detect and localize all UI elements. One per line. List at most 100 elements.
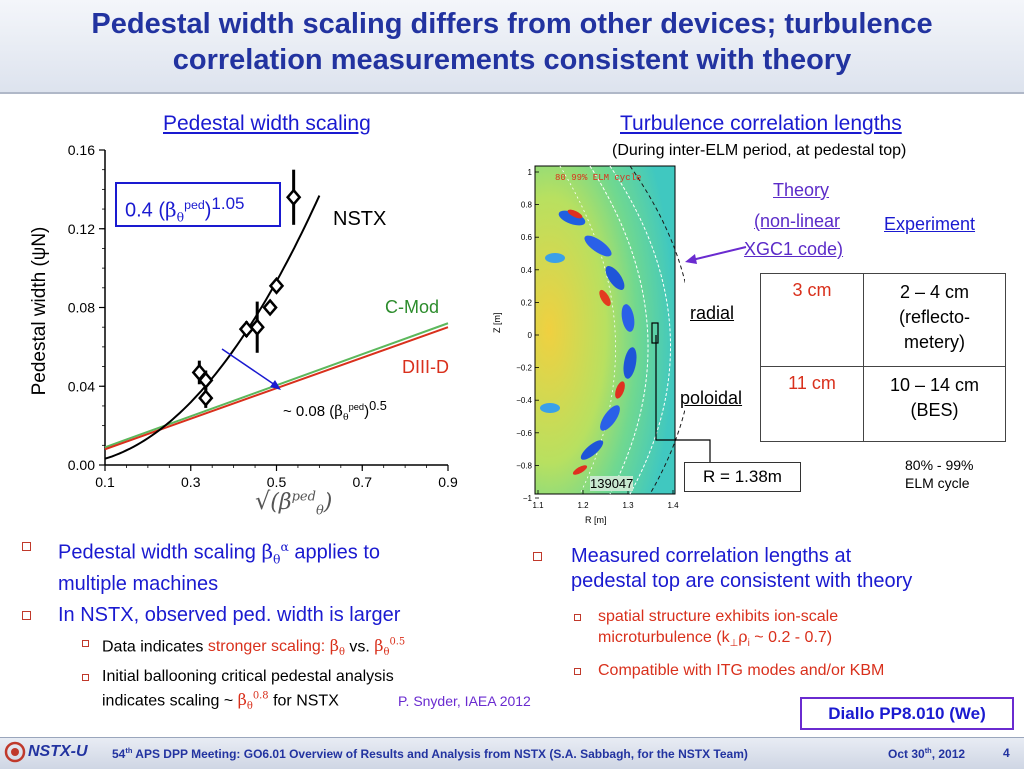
theory-header-l1: Theory: [773, 180, 830, 200]
footer-date: Oct 30th, 2012: [888, 746, 966, 761]
shot-number: 139047: [590, 476, 634, 491]
turbulence-blob: [572, 465, 588, 475]
turbulence-heading: Turbulence correlation lengths: [620, 112, 902, 135]
turbulence-blobs: [540, 209, 637, 475]
contour-x-tick-label: 1.2: [577, 501, 589, 510]
correlation-contour-plot: 80 99% ELM cycle Z [m] R [m] 1 0.8 0.6 0.4 0…: [492, 165, 685, 525]
right-bullets: Measured correlation lengths at pedestal…: [533, 544, 1013, 594]
turbulence-blob: [623, 347, 637, 379]
right-subbullets: spatial structure exhibits ion-scale mic…: [574, 607, 1014, 681]
contour-x-tick-label: 1.3: [622, 501, 634, 510]
theory-arrow: [685, 246, 747, 264]
contour-x-tick-label: 1.4: [667, 501, 679, 510]
contour-y-tick-label: 1: [528, 168, 533, 177]
citation: P. Snyder, IAEA 2012: [398, 693, 531, 709]
y-tick-label: 0.16: [68, 142, 95, 158]
table-row: 11 cm 10 – 14 cm (BES): [760, 366, 1006, 442]
y-tick-label: 0.04: [68, 378, 95, 394]
contour-x-tick-label: 1.1: [532, 501, 544, 510]
contour-y-tick-label: 0.4: [521, 266, 533, 275]
contour-y-tick-label: −0.6: [516, 429, 532, 438]
contour-y-tick-label: 0.6: [521, 233, 533, 242]
left-subbullets: Data indicates stronger scaling: βθ vs. …: [82, 633, 482, 717]
turbulence-blob: [621, 304, 635, 332]
separatrix-arc: [609, 165, 671, 495]
contour-y-ticks: 1 0.8 0.6 0.4 0.2 0 −0.2 −0.4 −0.6 −0.8 −1: [516, 168, 539, 503]
row-label-poloidal: poloidal: [680, 388, 743, 408]
turbulence-blob: [558, 210, 586, 226]
bes-marker: [651, 322, 659, 344]
correlation-table: 3 cm 2 – 4 cm (reflecto- metery) 11 cm 1…: [760, 273, 1006, 442]
theory-poloidal: 11 cm: [760, 366, 864, 442]
table-row: 3 cm 2 – 4 cm (reflecto- metery): [760, 273, 1006, 367]
fit-formula-box: 0.4 (βθped)1.05: [115, 182, 281, 227]
title-bar: [0, 0, 1024, 94]
list-item: Initial ballooning critical pedestal ana…: [82, 667, 482, 718]
turbulence-blob: [584, 235, 612, 257]
contour-y-tick-label: 0: [528, 331, 533, 340]
elm-annotation: 80 99% ELM cycle: [555, 173, 641, 183]
contour-y-tick-label: −0.2: [516, 364, 532, 373]
fit-arrow-head: [270, 380, 281, 390]
y-tick-label: 0.08: [68, 300, 95, 316]
elm-cycle-note: 80% - 99% ELM cycle: [905, 457, 974, 491]
contour-ylabel: Z [m]: [492, 313, 502, 334]
r-connector: [655, 335, 711, 462]
list-item: spatial structure exhibits ion-scale mic…: [574, 607, 1014, 654]
nstx-logo-icon: [4, 741, 26, 763]
theory-header-l3: XGC1 code): [744, 239, 844, 259]
list-item: Compatible with ITG modes and/or KBM: [574, 661, 1014, 681]
nstx-curve-label: NSTX: [333, 208, 387, 230]
data-point: [268, 276, 285, 295]
contour-y-tick-label: −1: [523, 494, 533, 503]
slide-title-line1: Pedestal width scaling differs from othe…: [91, 8, 933, 40]
turbulence-blob: [605, 266, 625, 290]
list-item: In NSTX, observed ped. width is larger: [22, 603, 492, 628]
data-point: [198, 389, 214, 407]
turbulence-blob: [545, 253, 565, 263]
fit-arrow: [221, 348, 276, 386]
nstx-fit-curve: [104, 195, 321, 460]
x-tick-label: 0.3: [181, 474, 201, 490]
slide-title-line2: correlation measurements consistent with…: [172, 44, 852, 76]
theory-header-l2: (non-linear: [754, 211, 841, 231]
list-item: Data indicates stronger scaling: βθ vs. …: [82, 633, 482, 664]
turbulence-subheading: (During inter-ELM period, at pedestal to…: [612, 142, 907, 159]
list-item: Pedestal width scaling βθα applies to mu…: [22, 534, 492, 597]
diiid-line-label: DIII-D: [402, 357, 449, 377]
x-tick-label: 0.9: [438, 474, 458, 490]
data-point: [249, 318, 265, 337]
cmod-line-label: C-Mod: [385, 297, 440, 317]
theory-radial: 3 cm: [760, 273, 864, 367]
data-point: [262, 298, 278, 317]
chart-ylabel: Pedestal width (ψN): [29, 226, 50, 396]
data-points: [191, 169, 302, 408]
turbulence-blob: [615, 381, 625, 399]
footer-text: 54th APS DPP Meeting: GO6.01 Overview of…: [112, 746, 748, 761]
contour-y-tick-label: 0.2: [521, 298, 533, 307]
experiment-radial: 2 – 4 cm (reflecto- metery): [863, 273, 1006, 367]
left-bullets: Pedestal width scaling βθα applies to mu…: [22, 534, 492, 628]
list-item: Measured correlation lengths at pedestal…: [533, 544, 1013, 594]
experiment-header: Experiment: [884, 214, 976, 234]
turbulence-blob: [599, 289, 611, 307]
pedestal-width-chart: 0.00 0.04 0.08 0.12 0.16 0.1 0.3 0.5 0.7 0.9: [68, 142, 458, 490]
footer-page: 4: [1003, 746, 1010, 760]
x-tick-label: 0.1: [95, 474, 115, 490]
pedestal-scaling-heading: Pedestal width scaling: [163, 112, 371, 135]
contour-y-tick-label: 0.8: [521, 201, 533, 210]
row-label-radial: radial: [690, 303, 735, 323]
poster-reference: Diallo PP8.010 (We): [800, 697, 1014, 730]
turbulence-blob: [540, 403, 560, 413]
y-tick-label: 0.12: [68, 221, 95, 237]
contour-xlabel: R [m]: [585, 515, 607, 525]
scaling-note: ~ 0.08 (βθped)0.5: [283, 398, 387, 423]
data-point: [198, 371, 214, 390]
outer-field-arc: [629, 165, 685, 495]
footer-logo: NSTX-U: [28, 743, 88, 760]
contour-x-ticks: 1.1 1.2 1.3 1.4: [532, 490, 679, 510]
footer: [0, 737, 1024, 769]
x-tick-label: 0.5: [267, 474, 287, 490]
y-tick-label: 0.00: [68, 457, 95, 473]
experiment-poloidal: 10 – 14 cm (BES): [863, 366, 1006, 442]
